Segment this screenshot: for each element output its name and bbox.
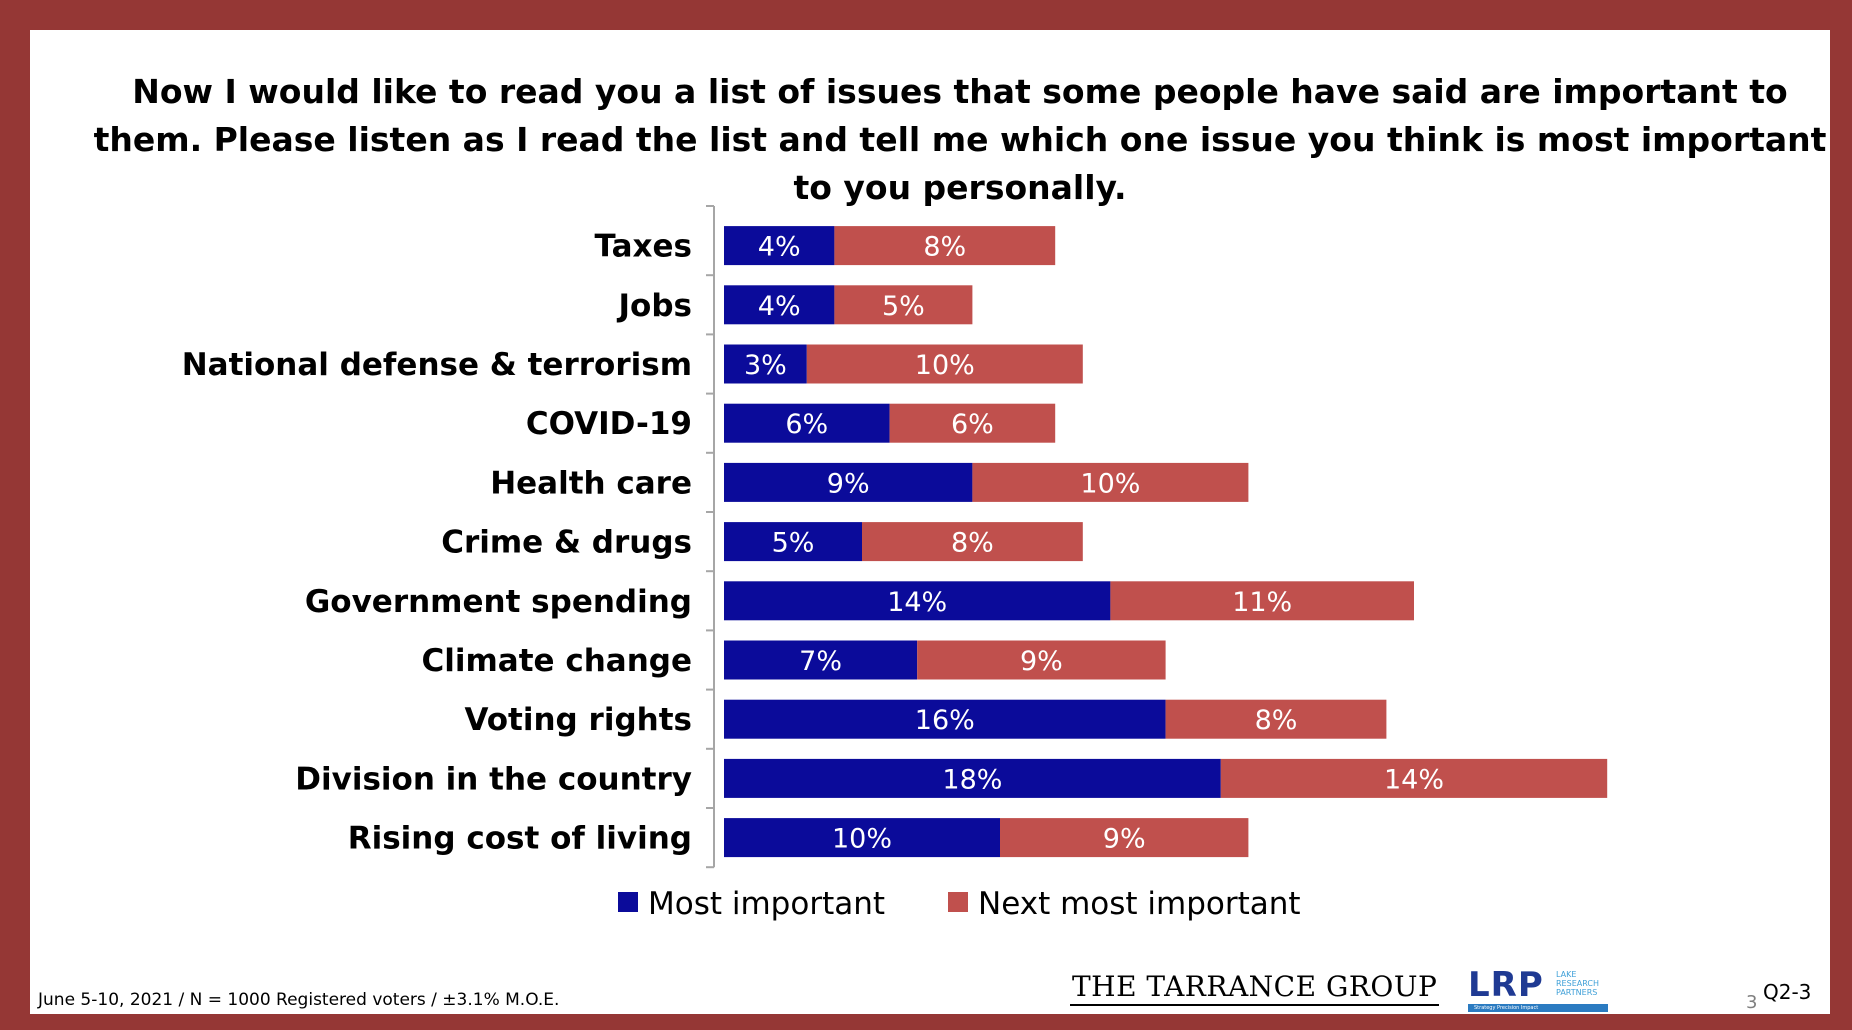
bar-most-important	[724, 522, 862, 562]
bar-next-most-important	[806, 344, 1083, 384]
data-label: 5%	[882, 291, 925, 322]
data-label: 11%	[1232, 587, 1292, 618]
bar-most-important	[724, 403, 890, 443]
bar-next-most-important	[889, 403, 1056, 443]
data-label: 10%	[1080, 468, 1140, 499]
chart-title: Now I would like to read you a list of i…	[93, 72, 1827, 207]
data-label: 4%	[758, 232, 801, 263]
tarrance-group-logo: THE TARRANCE GROUP	[1070, 970, 1440, 1006]
legend-label: Next most important	[978, 886, 1301, 922]
data-label: 16%	[915, 705, 975, 736]
survey-footnote: June 5-10, 2021 / N = 1000 Registered vo…	[38, 990, 560, 1010]
bar-next-most-important	[1000, 818, 1249, 858]
category-label: Climate change	[421, 643, 692, 679]
lrp-subtitle-line: PARTNERS	[1556, 988, 1598, 997]
lrp-logo-subtitle: LAKE RESEARCH PARTNERS	[1556, 970, 1599, 997]
data-label: 8%	[951, 528, 994, 559]
category-label: COVID-19	[526, 406, 692, 442]
category-label: Crime & drugs	[441, 525, 692, 561]
bar-most-important	[724, 640, 918, 680]
stacked-bar-chart: Taxes 4% 8% Jobs 4% 5% National defense & terr…	[182, 205, 1608, 922]
category-label: Voting rights	[464, 702, 692, 738]
category-label: Health care	[490, 465, 692, 501]
bar-next-most-important	[862, 522, 1083, 562]
bar-next-most-important	[972, 462, 1249, 502]
bar-next-most-important	[1165, 699, 1387, 739]
slide-id: Q2-3	[1763, 980, 1812, 1004]
category-label: Government spending	[305, 584, 692, 620]
bar-next-most-important	[917, 640, 1166, 680]
bar-next-most-important	[834, 226, 1056, 266]
legend-label: Most important	[648, 886, 885, 922]
category-label: Jobs	[617, 288, 692, 324]
bar-most-important	[724, 699, 1166, 739]
bar-next-most-important	[1220, 758, 1608, 798]
bar-next-most-important	[834, 285, 973, 325]
bar-most-important	[724, 581, 1111, 621]
lrp-subtitle-line: LAKE	[1556, 970, 1577, 979]
bar-most-important	[724, 344, 807, 384]
legend-swatch	[618, 892, 638, 912]
bar-most-important	[724, 285, 835, 325]
data-label: 9%	[1020, 646, 1063, 677]
data-label: 7%	[799, 646, 842, 677]
data-label: 6%	[785, 409, 828, 440]
category-label: Division in the country	[295, 761, 692, 797]
data-label: 8%	[923, 232, 966, 263]
page-number: 3	[1746, 992, 1758, 1013]
data-label: 9%	[827, 468, 870, 499]
bar-most-important	[724, 758, 1221, 798]
lrp-tagline: Strategy Precision Impact	[1468, 1004, 1608, 1012]
data-label: 18%	[942, 764, 1002, 795]
data-label: 8%	[1255, 705, 1298, 736]
data-label: 14%	[1384, 764, 1444, 795]
data-label: 4%	[758, 291, 801, 322]
lrp-logo: LRP LAKE RESEARCH PARTNERS Strategy Prec…	[1468, 968, 1608, 1012]
data-label: 14%	[887, 587, 947, 618]
bar-most-important	[724, 818, 1000, 858]
category-label: National defense & terrorism	[182, 347, 692, 383]
category-label: Taxes	[594, 229, 692, 265]
lrp-logo-mark: LRP	[1468, 965, 1544, 1005]
lrp-subtitle-line: RESEARCH	[1556, 979, 1599, 988]
data-label: 3%	[744, 350, 787, 381]
data-label: 5%	[772, 528, 815, 559]
data-label: 9%	[1103, 824, 1146, 855]
category-label: Rising cost of living	[348, 821, 692, 857]
legend-swatch	[948, 892, 968, 912]
bar-most-important	[724, 226, 835, 266]
data-label: 10%	[915, 350, 975, 381]
slide: Now I would like to read you a list of i…	[30, 30, 1830, 1014]
data-label: 6%	[951, 409, 994, 440]
data-label: 10%	[832, 824, 892, 855]
bar-most-important	[724, 462, 973, 502]
bar-next-most-important	[1110, 581, 1414, 621]
